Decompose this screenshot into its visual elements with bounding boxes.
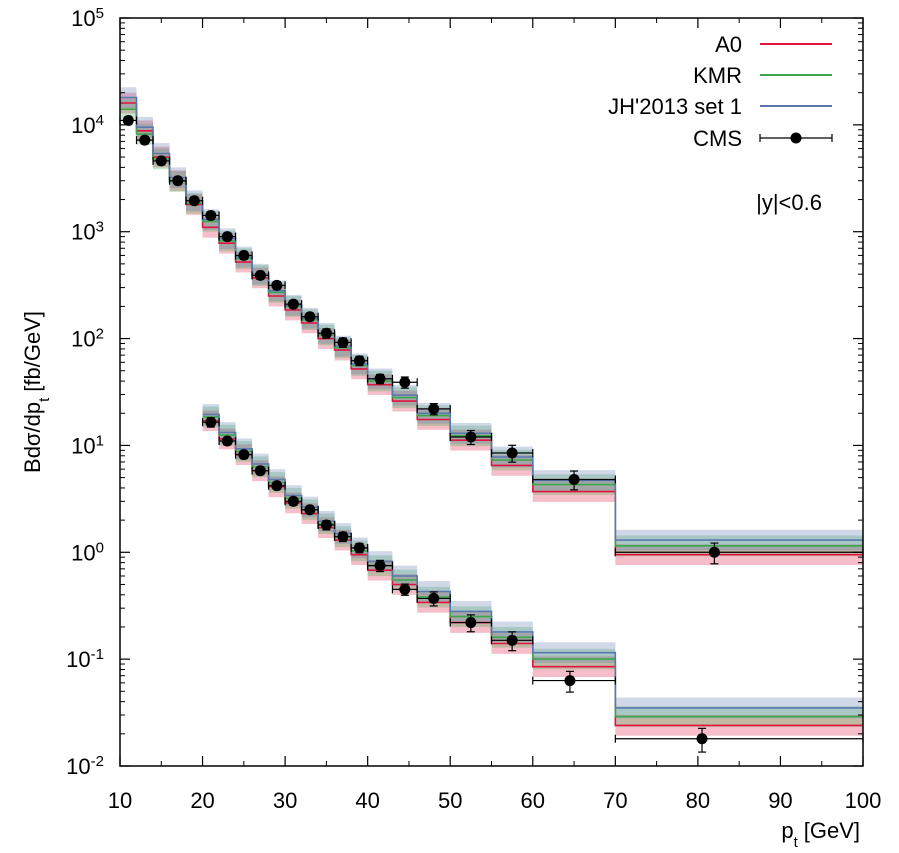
cms-point-upper-0 xyxy=(122,114,134,126)
xtick-label-6: 70 xyxy=(603,788,627,813)
cms-point-upper-8 xyxy=(254,269,266,281)
ytick-label-7: 105 xyxy=(71,5,104,32)
annotation-rapidity: |y|<0.6 xyxy=(756,190,822,215)
xtick-label-9: 100 xyxy=(845,788,882,813)
cms-point-upper-21 xyxy=(708,546,720,558)
ytick-label-4: 102 xyxy=(71,325,104,352)
theory-step-lines xyxy=(120,96,863,727)
cms-point-lower-13 xyxy=(465,617,477,629)
legend-label-1: KMR xyxy=(693,63,742,88)
cms-point-lower-15 xyxy=(564,675,576,687)
ytick-label-1: 10-1 xyxy=(66,646,104,673)
legend: A0 KMR JH'2013 set 1 CMS xyxy=(608,32,833,151)
cms-point-upper-11 xyxy=(304,311,316,323)
cms-point-upper-19 xyxy=(506,447,518,459)
cms-data-points xyxy=(119,114,864,753)
xtick-label-7: 80 xyxy=(686,788,710,813)
cms-point-upper-15 xyxy=(374,373,386,385)
cms-point-upper-14 xyxy=(353,355,365,367)
y-tick-labels: 10-2 10-1 100 101 102 103 104 105 xyxy=(66,5,104,780)
step-line-upper-0 xyxy=(120,102,863,556)
cms-point-lower-10 xyxy=(374,560,386,572)
cms-point-upper-10 xyxy=(287,298,299,310)
cms-point-upper-5 xyxy=(205,209,217,221)
xtick-label-4: 50 xyxy=(438,788,462,813)
cms-point-upper-7 xyxy=(238,249,250,261)
ytick-label-0: 10-2 xyxy=(66,753,104,780)
plot-frame xyxy=(119,17,864,767)
x-axis-label: pt [GeV] xyxy=(781,818,860,851)
cms-point-upper-2 xyxy=(155,155,167,167)
cms-point-upper-12 xyxy=(320,327,332,339)
cms-point-upper-6 xyxy=(221,231,233,243)
xtick-label-2: 30 xyxy=(273,788,297,813)
cms-point-lower-16 xyxy=(696,733,708,745)
ytick-label-3: 101 xyxy=(71,432,104,459)
step-line-upper-1 xyxy=(120,108,863,547)
ytick-label-5: 103 xyxy=(71,218,104,245)
ytick-label-6: 104 xyxy=(71,111,104,138)
cms-point-upper-9 xyxy=(271,279,283,291)
cms-point-lower-2 xyxy=(238,449,250,461)
cms-point-lower-9 xyxy=(353,542,365,554)
legend-marker xyxy=(790,132,802,144)
cms-point-lower-1 xyxy=(221,435,233,447)
xtick-label-0: 10 xyxy=(108,788,132,813)
legend-label-0: A0 xyxy=(715,32,742,57)
cms-point-upper-4 xyxy=(188,195,200,207)
cms-point-upper-17 xyxy=(428,403,440,415)
cms-point-lower-8 xyxy=(337,531,349,543)
cms-point-upper-3 xyxy=(172,175,184,187)
cms-point-lower-4 xyxy=(271,480,283,492)
cms-point-upper-13 xyxy=(337,336,349,348)
cms-point-upper-16 xyxy=(399,376,411,388)
cms-point-lower-3 xyxy=(254,465,266,477)
xtick-label-3: 40 xyxy=(355,788,379,813)
cms-point-lower-14 xyxy=(506,634,518,646)
legend-label-3: CMS xyxy=(693,126,742,151)
y-axis-label: Bdσ/dpt[fb/GeV] xyxy=(20,311,53,473)
legend-label-2: JH'2013 set 1 xyxy=(608,94,742,119)
cms-point-lower-7 xyxy=(320,519,332,531)
cms-point-upper-18 xyxy=(465,431,477,443)
cms-point-lower-11 xyxy=(399,583,411,595)
xtick-label-1: 20 xyxy=(190,788,214,813)
cms-point-upper-1 xyxy=(139,134,151,146)
cms-point-upper-20 xyxy=(568,473,580,485)
cms-point-lower-0 xyxy=(205,416,217,428)
cms-point-lower-5 xyxy=(287,495,299,507)
cms-point-lower-6 xyxy=(304,504,316,516)
ytick-label-2: 100 xyxy=(71,539,104,566)
cms-point-lower-12 xyxy=(428,592,440,604)
xtick-label-8: 90 xyxy=(768,788,792,813)
xtick-label-5: 60 xyxy=(521,788,545,813)
x-tick-labels: 10 20 30 40 50 60 70 80 90 100 xyxy=(108,788,882,813)
